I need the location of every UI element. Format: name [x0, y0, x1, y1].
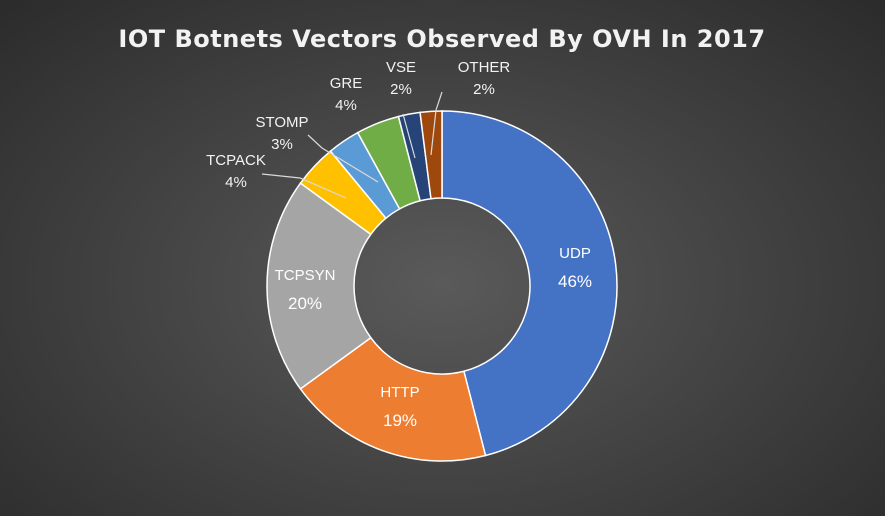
label-value-tcpsyn: 20%	[288, 294, 322, 313]
label-value-gre: 4%	[335, 97, 357, 114]
label-name-other: OTHER	[458, 59, 511, 76]
label-http: HTTP 19%	[380, 384, 419, 430]
label-value-stomp: 3%	[271, 136, 293, 153]
leader-stomp	[307, 134, 379, 183]
leader-vse	[402, 113, 416, 159]
chart-title: IOT Botnets Vectors Observed By OVH In 2…	[118, 25, 765, 53]
label-vse: VSE 2%	[386, 59, 416, 98]
label-name-udp: UDP	[559, 245, 591, 262]
label-name-stomp: STOMP	[255, 114, 308, 131]
slice-tcpsyn	[266, 182, 372, 390]
label-name-gre: GRE	[330, 75, 363, 92]
label-udp: UDP 46%	[558, 245, 592, 291]
label-value-other: 2%	[473, 81, 495, 98]
label-gre: GRE 4%	[330, 75, 363, 114]
label-name-tcpsyn: TCPSYN	[275, 267, 336, 284]
leader-lines	[261, 91, 443, 199]
label-value-udp: 46%	[558, 272, 592, 291]
label-value-vse: 2%	[390, 81, 412, 98]
label-other: OTHER 2%	[458, 59, 511, 98]
label-value-http: 19%	[383, 411, 417, 430]
slice-http	[299, 336, 487, 462]
leader-other	[430, 91, 443, 156]
leader-tcpack	[261, 173, 347, 199]
slice-labels: UDP 46% HTTP 19% TCPSYN 20% TCPACK 4% STOMP 3% GRE…	[206, 59, 592, 430]
label-name-vse: VSE	[386, 59, 416, 76]
slice-udp	[441, 110, 618, 457]
label-value-tcpack: 4%	[225, 174, 247, 191]
label-stomp: STOMP 3%	[255, 114, 308, 153]
label-name-http: HTTP	[380, 384, 419, 401]
label-tcpsyn: TCPSYN 20%	[275, 267, 336, 313]
label-tcpack: TCPACK 4%	[206, 152, 266, 191]
label-name-tcpack: TCPACK	[206, 152, 266, 169]
